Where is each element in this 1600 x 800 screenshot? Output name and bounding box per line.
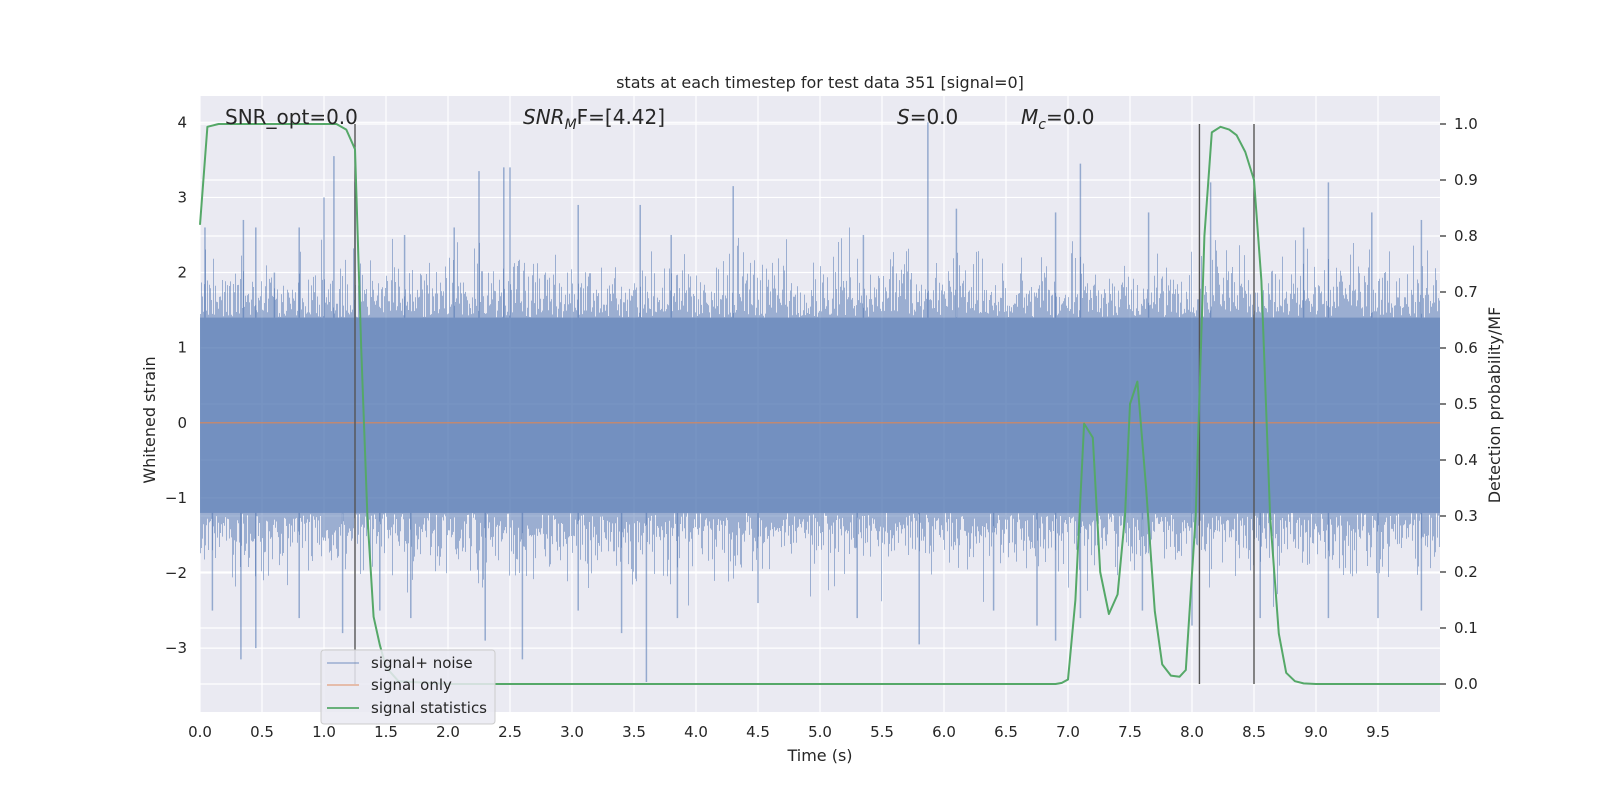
right-tick-label: 0.9 [1454, 171, 1478, 189]
right-tick-label: 0.6 [1454, 339, 1478, 357]
right-tick-label: 0.5 [1454, 395, 1478, 413]
y-axis-label: Whitened strain [140, 356, 159, 483]
x-tick-label: 2.5 [498, 723, 522, 741]
x-tick-label: 0.0 [188, 723, 212, 741]
right-tick-label: 0.2 [1454, 563, 1478, 581]
y-tick-label: −3 [165, 639, 187, 657]
y-tick-label: 1 [177, 339, 187, 357]
x-tick-label: 9.5 [1366, 723, 1390, 741]
x-tick-label: 1.0 [312, 723, 336, 741]
y-tick-label: −2 [165, 564, 187, 582]
x-axis-ticks: 0.0 0.5 1.0 1.5 2.0 2.5 3.0 3.5 4.0 4.5 5.0 5.5 6.0 6… [188, 723, 1390, 741]
right-axis-label: Detection probability/MF [1485, 307, 1504, 504]
x-tick-label: 7.5 [1118, 723, 1142, 741]
x-tick-label: 5.5 [870, 723, 894, 741]
snr-mf-subscript: M [565, 117, 577, 133]
x-tick-label: 9.0 [1304, 723, 1328, 741]
x-tick-label: 8.0 [1180, 723, 1204, 741]
x-tick-label: 2.0 [436, 723, 460, 741]
y-tick-label: −1 [165, 489, 187, 507]
x-tick-label: 3.0 [560, 723, 584, 741]
right-tick-label: 1.0 [1454, 115, 1478, 133]
right-tick-label: 0.7 [1454, 283, 1478, 301]
y-tick-label: 2 [177, 264, 187, 282]
legend-box [320, 649, 496, 725]
y-axis-ticks: 4 3 2 1 0 −1 −2 −3 [165, 113, 187, 657]
x-tick-label: 6.5 [994, 723, 1018, 741]
right-tick-label: 0.0 [1454, 675, 1478, 693]
snr-mf-value: F=[4.42] [577, 105, 665, 129]
s-value: =0.0 [910, 105, 959, 129]
legend: signal+ noise signal only signal statist… [320, 649, 496, 725]
chart-title: stats at each timestep for test data 351… [616, 73, 1024, 92]
mc-subscript: c [1038, 117, 1046, 133]
x-tick-label: 3.5 [622, 723, 646, 741]
legend-label-signal-only: signal only [371, 676, 452, 694]
x-tick-label: 5.0 [808, 723, 832, 741]
signal-noise-series [200, 122, 1440, 682]
x-tick-label: 4.5 [746, 723, 770, 741]
legend-label-statistics: signal statistics [371, 699, 487, 717]
statistics-line [199, 123, 1440, 685]
signal-statistics-series [199, 123, 1440, 685]
right-tick-label: 0.1 [1454, 619, 1478, 637]
right-tick-label: 0.8 [1454, 227, 1478, 245]
y-tick-label: 4 [177, 113, 187, 131]
s-annotation: S=0.0 [897, 105, 958, 129]
right-axis-ticks: 1.0 0.9 0.8 0.7 0.6 0.5 0.4 0.3 0.2 0.1 0.0 [1440, 115, 1478, 693]
x-axis-label: Time (s) [786, 746, 852, 765]
legend-label-noise: signal+ noise [371, 654, 473, 672]
mc-annotation: Mc=0.0 [1021, 105, 1095, 133]
x-tick-label: 0.5 [250, 723, 274, 741]
right-tick-label: 0.4 [1454, 451, 1478, 469]
snr-mf-annotation: SNRMF=[4.42] [523, 105, 665, 133]
mc-value: =0.0 [1046, 105, 1095, 129]
x-tick-label: 1.5 [374, 723, 398, 741]
x-tick-label: 4.0 [684, 723, 708, 741]
y-tick-label: 3 [177, 188, 187, 206]
mc-label: M [1021, 105, 1038, 129]
snr-opt-annotation: SNR_opt=0.0 [225, 105, 358, 129]
x-tick-label: 7.0 [1056, 723, 1080, 741]
s-label: S [897, 105, 910, 129]
y-tick-label: 0 [177, 414, 187, 432]
snr-mf-label: SNR [523, 105, 565, 129]
x-tick-label: 6.0 [932, 723, 956, 741]
x-tick-label: 8.5 [1242, 723, 1266, 741]
right-tick-label: 0.3 [1454, 507, 1478, 525]
